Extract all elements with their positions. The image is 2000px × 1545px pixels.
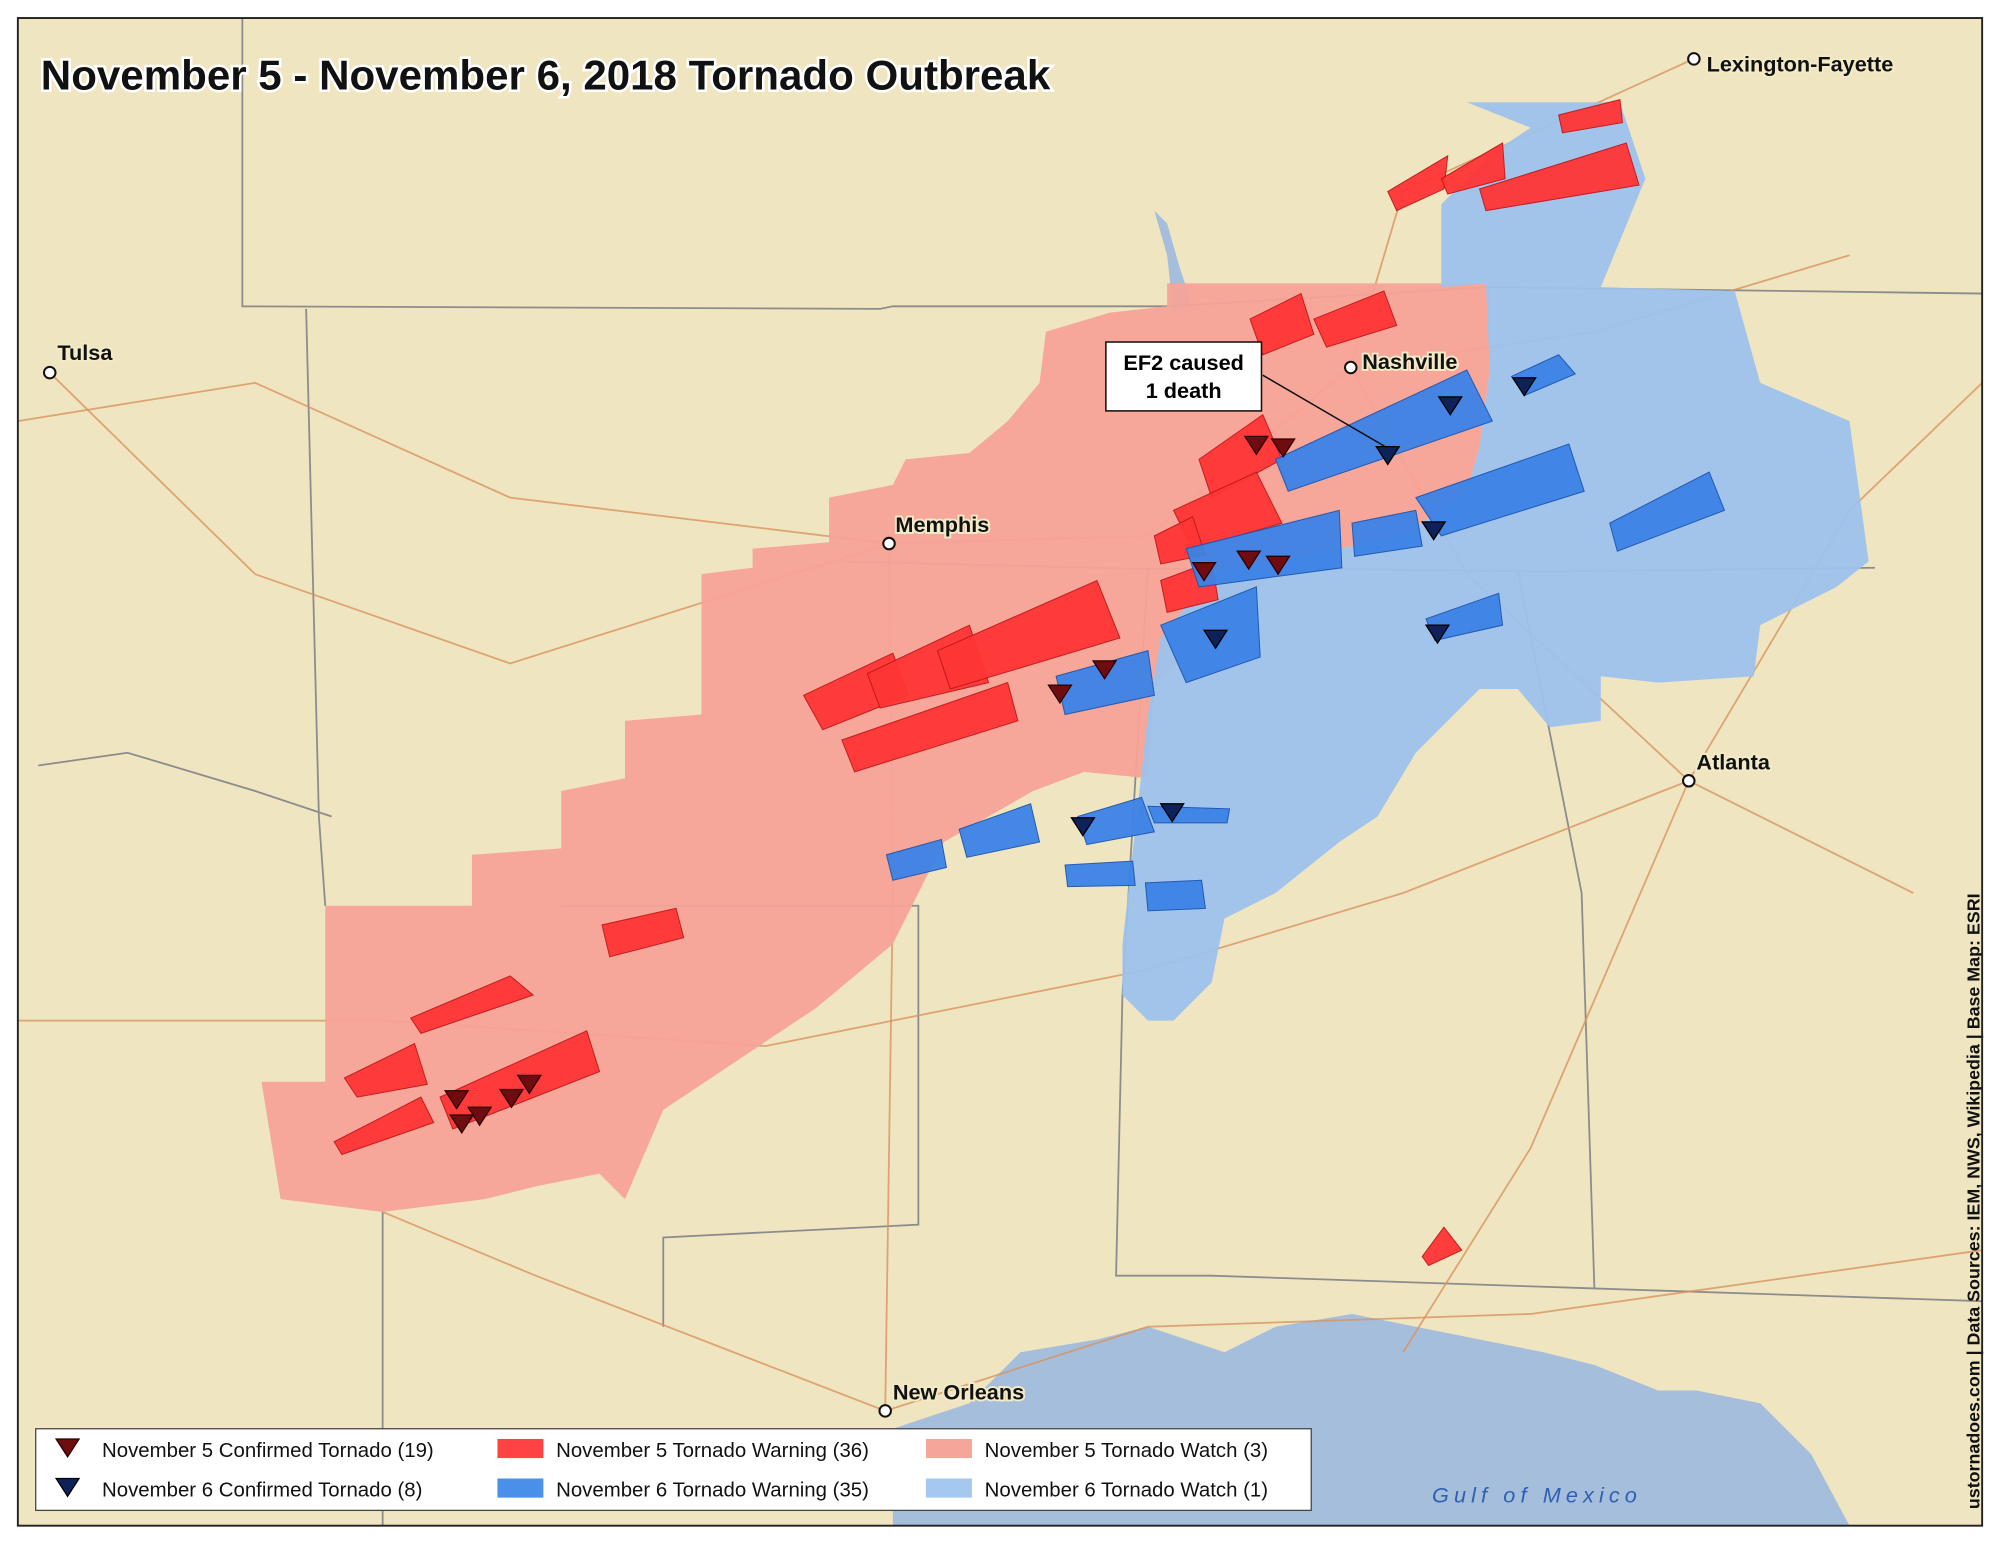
legend-symbol	[926, 1478, 972, 1498]
warning-polygon	[958, 803, 1041, 858]
tornado-marker	[1236, 550, 1262, 571]
warning-polygon	[936, 579, 1121, 690]
city-label: New Orleans	[893, 1379, 1024, 1404]
warning-polygon	[333, 1096, 435, 1156]
city-label: Lexington-Fayette	[1707, 52, 1894, 77]
warning-polygon	[1558, 99, 1624, 134]
legend-symbol	[926, 1438, 972, 1459]
leader-line	[1262, 374, 1386, 448]
nov6-tornadoes	[1070, 377, 1537, 837]
warning-polygon	[885, 838, 948, 881]
nov5-tornadoes	[443, 435, 1296, 1135]
warning-polygon	[1144, 879, 1206, 912]
city-dot	[42, 365, 57, 380]
credit: ustornadoes.com | Data Sources: IEM, NWS…	[1964, 893, 1984, 1509]
state-border	[305, 308, 327, 906]
warning-polygon	[1351, 509, 1423, 557]
legend-label: November 5 Tornado Warning (36)	[556, 1440, 869, 1462]
legend-symbol	[54, 1477, 81, 1498]
annotation-line: EF2 caused	[1123, 350, 1243, 375]
city-dot	[878, 1404, 892, 1418]
legend-label: November 5 Tornado Watch (3)	[985, 1440, 1268, 1462]
city-label: Memphis	[895, 512, 989, 537]
warning-polygon	[1440, 142, 1506, 195]
warning-polygon	[601, 907, 685, 958]
annotation-box	[1105, 341, 1263, 412]
tornado-marker	[1375, 445, 1401, 466]
city-dot	[1682, 774, 1696, 788]
legend-symbol	[54, 1438, 81, 1458]
state-border	[38, 751, 332, 818]
legend-symbol	[497, 1438, 544, 1459]
legend-label: November 6 Tornado Warning (35)	[556, 1479, 869, 1501]
tornado-marker	[1159, 803, 1185, 823]
tornado-marker	[1421, 521, 1447, 541]
warning-polygon	[1387, 154, 1449, 212]
warning-polygon	[1147, 805, 1231, 824]
warning-polygon	[1055, 650, 1155, 716]
legend-box	[35, 1428, 1312, 1512]
tornado-marker	[1070, 817, 1096, 837]
city-dot	[882, 536, 896, 551]
tornado-marker	[1202, 629, 1229, 650]
city-label: Tulsa	[57, 340, 113, 365]
warning-polygon	[1421, 1226, 1463, 1267]
tornado-marker	[1270, 438, 1296, 458]
water-label: Gulf of Mexico	[1432, 1483, 1642, 1508]
annotation-line: 1 death	[1146, 378, 1222, 403]
warning-polygon	[1609, 471, 1726, 552]
tornado-marker	[516, 1074, 542, 1095]
tornado-marker	[443, 1090, 470, 1110]
legend-label: November 6 Tornado Watch (1)	[985, 1479, 1268, 1501]
tornado-marker	[466, 1106, 493, 1127]
warning-polygon	[1064, 860, 1136, 888]
tornado-marker	[498, 1088, 525, 1109]
road	[382, 1211, 886, 1412]
warning-polygon	[343, 1042, 428, 1098]
warning-polygon	[1274, 369, 1494, 492]
road	[49, 371, 890, 665]
road	[884, 1249, 1983, 1412]
tornado-marker	[449, 1114, 475, 1135]
city-dot	[1344, 360, 1358, 375]
city-label: Nashville	[1362, 349, 1457, 374]
tornado-marker	[1047, 684, 1073, 705]
tornado-marker	[1243, 435, 1270, 456]
tornado-marker	[1437, 396, 1463, 416]
cities: Lexington-Fayette Tulsa Nashville Memphi…	[42, 50, 1895, 1418]
legend: November 5 Confirmed Tornado (19) Novemb…	[35, 1428, 1312, 1512]
tornado-marker	[1265, 555, 1291, 576]
warning-polygon	[439, 1030, 601, 1130]
map-frame	[16, 17, 1984, 1527]
tornado-marker	[1511, 377, 1537, 397]
road	[1402, 780, 1690, 1353]
legend-label: November 5 Confirmed Tornado (19)	[102, 1440, 434, 1462]
nov6-watch-area	[1122, 102, 1869, 1021]
city-label: Atlanta	[1696, 749, 1770, 774]
warning-polygon	[1185, 509, 1343, 588]
warning-polygon	[409, 975, 535, 1034]
tornado-marker	[1424, 624, 1451, 645]
legend-label: November 6 Confirmed Tornado (8)	[102, 1479, 422, 1501]
city-dot	[1687, 52, 1701, 66]
map-title: November 5 - November 6, 2018 Tornado Ou…	[41, 51, 1051, 98]
annotation: EF2 caused 1 death	[1105, 341, 1386, 448]
warning-polygon	[841, 681, 1019, 773]
warning-polygon	[1313, 290, 1398, 348]
warning-polygon	[1478, 142, 1640, 212]
road	[17, 779, 1690, 1047]
tornado-marker	[1191, 562, 1217, 582]
legend-symbol	[497, 1478, 544, 1498]
tornado-marker	[1091, 660, 1118, 680]
